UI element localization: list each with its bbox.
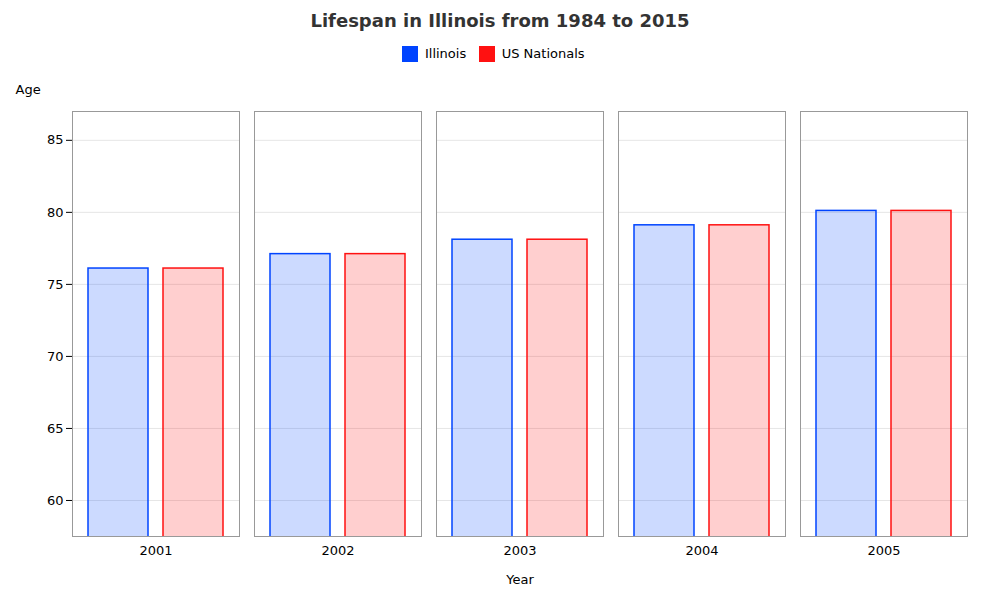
svg-text:2003: 2003 xyxy=(503,542,536,557)
svg-text:65: 65 xyxy=(47,420,64,435)
svg-text:80: 80 xyxy=(47,204,64,219)
svg-text:2001: 2001 xyxy=(139,542,172,557)
svg-text:2005: 2005 xyxy=(867,542,900,557)
html-text:Illinois: Illinois xyxy=(425,46,467,61)
svg-text:2002: 2002 xyxy=(321,542,354,557)
html-text:Lifespan in Illinois from 1984: Lifespan in Illinois from 1984 to 2015 xyxy=(310,10,690,31)
svg-text:75: 75 xyxy=(47,276,64,291)
svg-text:Year: Year xyxy=(505,571,534,586)
svg-text:70: 70 xyxy=(47,348,64,363)
svg-text:Age: Age xyxy=(16,81,41,96)
svg-text:85: 85 xyxy=(47,132,64,147)
html-text:US Nationals: US Nationals xyxy=(501,46,585,61)
svg-text:60: 60 xyxy=(47,492,64,507)
svg-text:2004: 2004 xyxy=(685,542,718,557)
